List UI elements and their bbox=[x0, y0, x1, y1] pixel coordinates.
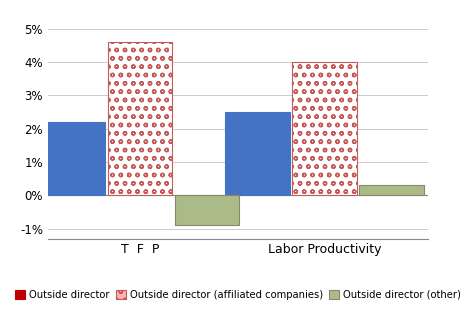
Bar bbox=[41, 122, 106, 195]
Legend: Outside director, Outside director (affiliated companies), Outside director (oth: Outside director, Outside director (affi… bbox=[11, 285, 465, 304]
Bar bbox=[292, 62, 357, 195]
Bar bbox=[225, 112, 290, 195]
Bar bbox=[359, 185, 424, 195]
Bar bbox=[108, 42, 172, 195]
Bar bbox=[175, 195, 239, 225]
